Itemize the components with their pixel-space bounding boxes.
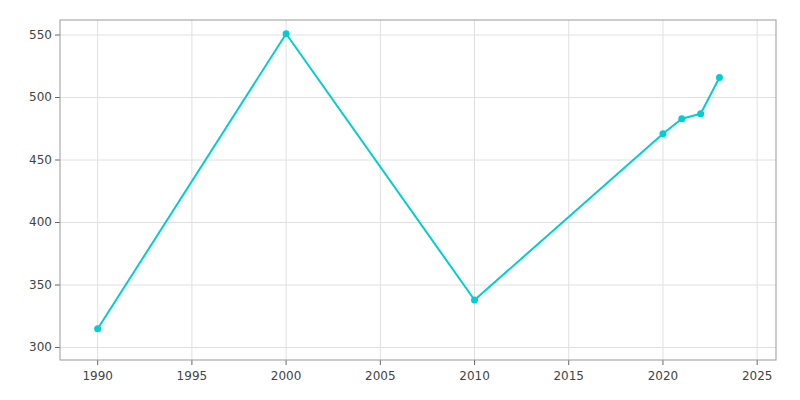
y-grid-line <box>60 97 776 98</box>
data-point <box>94 325 101 332</box>
y-tick <box>55 222 60 223</box>
x-grid-line <box>474 20 475 360</box>
data-line <box>98 34 720 329</box>
y-grid-line <box>60 285 776 286</box>
grid <box>60 20 776 360</box>
x-grid-line <box>662 20 663 360</box>
x-grid-line <box>97 20 98 360</box>
x-tick <box>662 360 663 365</box>
x-tick-label: 2020 <box>648 369 679 383</box>
data-point <box>697 110 704 117</box>
x-tick-label: 2000 <box>271 369 302 383</box>
data-group <box>94 30 723 332</box>
y-tick <box>55 347 60 348</box>
y-tick <box>55 35 60 36</box>
chart-container: 300 350 400 450 500 550 1990 1995 2000 2005 2010 20… <box>0 0 800 400</box>
y-tick-label: 300 <box>29 340 52 354</box>
x-grid-line <box>286 20 287 360</box>
x-tick-label: 1990 <box>82 369 113 383</box>
x-tick-label: 1995 <box>177 369 208 383</box>
y-tick-label: 450 <box>29 153 52 167</box>
y-tick-label: 500 <box>29 90 52 104</box>
y-grid-line <box>60 160 776 161</box>
x-tick-label: 2005 <box>365 369 396 383</box>
x-tick <box>97 360 98 365</box>
x-tick <box>191 360 192 365</box>
data-point <box>716 74 723 81</box>
x-grid-line <box>191 20 192 360</box>
y-grid-line <box>60 347 776 348</box>
x-tick <box>474 360 475 365</box>
y-tick <box>55 97 60 98</box>
x-grid-line <box>568 20 569 360</box>
data-point <box>678 115 685 122</box>
x-tick <box>568 360 569 365</box>
chart-svg: 300 350 400 450 500 550 1990 1995 2000 2005 2010 20… <box>0 0 800 400</box>
x-tick <box>380 360 381 365</box>
x-tick-label: 2010 <box>459 369 490 383</box>
x-tick-label: 2025 <box>742 369 773 383</box>
x-tick-label: 2015 <box>553 369 584 383</box>
y-tick-label: 550 <box>29 28 52 42</box>
x-tick <box>757 360 758 365</box>
data-point <box>471 297 478 304</box>
data-point <box>283 30 290 37</box>
y-tick-label: 350 <box>29 278 52 292</box>
x-grid-line <box>380 20 381 360</box>
y-tick <box>55 160 60 161</box>
y-grid-line <box>60 35 776 36</box>
y-tick-label: 400 <box>29 215 52 229</box>
plot-frame <box>60 20 776 360</box>
y-grid-line <box>60 222 776 223</box>
axes: 300 350 400 450 500 550 1990 1995 2000 2005 2010 20… <box>29 20 776 383</box>
y-tick <box>55 285 60 286</box>
data-point <box>659 130 666 137</box>
x-tick <box>286 360 287 365</box>
x-grid-line <box>757 20 758 360</box>
